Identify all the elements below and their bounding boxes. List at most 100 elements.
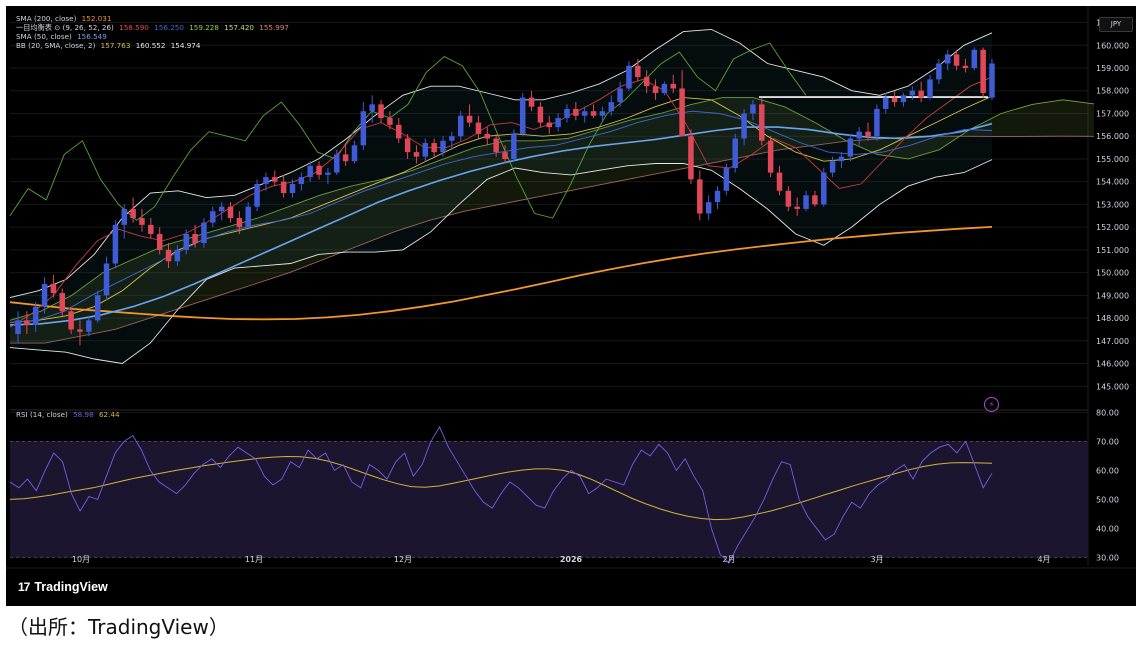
price-tick-label: 159.000 [1096,64,1129,73]
price-tick-label: 160.000 [1096,41,1129,50]
candle-body [573,108,579,116]
price-tick-label: 149.000 [1096,291,1129,300]
candle-body [785,190,792,207]
candle-body [422,143,429,157]
price-tick-label: 145.000 [1096,382,1129,391]
rsi-tick-label: 70.00 [1096,437,1119,446]
legend-rsi-value: 58.98 [73,410,94,419]
candle-body [484,133,491,139]
candle-body [723,168,730,191]
candle-body [714,190,721,203]
candle-body [86,320,92,332]
legend-bb[interactable]: BB (20, SMA, close, 2) 157.763 160.552 1… [16,41,203,50]
legend-ichimoku[interactable]: 一目均衡表 ⊙ (9, 26, 52, 26) 158.590 156.250 … [16,23,292,32]
x-tick-label: 2026 [560,555,583,564]
candle-body [599,111,606,116]
legend-bb-upper: 160.552 [135,41,166,50]
tradingview-logo[interactable]: 17 TradingView [18,580,108,594]
legend-bb-label: BB (20, SMA, close, 2) [16,41,96,50]
candle-body [121,208,127,225]
candle-body [891,97,898,103]
candle-body [555,118,561,128]
candle-body [909,90,916,96]
candle-body [865,131,871,137]
candle-body [183,233,189,250]
price-tick-label: 150.000 [1096,269,1129,278]
candle-body [15,320,21,334]
candle-body [210,211,216,223]
candle-body [847,138,854,157]
bb-basis-line [9,95,993,324]
candle-body [272,177,278,182]
candle-body [759,104,765,141]
source-caption: （出所：TradingView） [8,615,229,639]
legend-sma200[interactable]: SMA (200, close) 152.031 [16,14,114,23]
rsi-ma-line [9,455,993,521]
candle-body [688,136,694,180]
candle-body [440,140,446,153]
candle-body [466,115,473,123]
candle-body [103,263,110,296]
candle-body [829,161,836,173]
candle-body [77,329,83,332]
currency-badge[interactable]: JPY [1099,17,1133,32]
rsi-line [9,425,993,564]
ichimoku-span-a-line [9,97,1095,321]
candle-body [227,206,234,219]
candle-body [944,54,951,64]
candle-body [334,154,340,173]
x-tick-label: 4月 [1037,555,1050,564]
candle-body [537,106,544,123]
legend-bb-basis: 157.763 [100,41,131,50]
candle-body [980,49,986,94]
candle-body [635,65,641,78]
candle-body [697,179,703,214]
candle-body [511,133,517,159]
candle-body [41,283,48,307]
candle-body [767,140,774,173]
candle-body [590,111,597,116]
sma50-line [9,122,993,326]
candle-body [94,295,101,321]
candle-body [812,195,818,205]
chart-canvas[interactable]: 161.000160.000159.000158.000157.000156.0… [6,6,1136,606]
legend-rsi-label: RSI (14, close) [16,410,68,419]
candle-body [679,88,685,137]
candle-body [528,97,535,107]
legend-sma200-value: 152.031 [81,14,112,23]
candle-body [750,104,756,114]
candle-body [24,320,30,325]
candle-body [413,152,420,157]
candle-body [883,97,889,109]
candle-body [325,172,331,175]
candle-body [378,104,384,119]
candle-body [351,145,358,162]
candle-body [431,143,437,153]
candle-body [502,152,508,159]
legend-ichimoku-span-b: 155.997 [259,23,290,32]
candle-body [387,118,393,125]
legend-sma200-label: SMA (200, close) [16,14,77,23]
flash-icon[interactable]: ⚡ [984,397,999,412]
legend-ichimoku-chikou: 159.228 [189,23,219,32]
price-tick-label: 152.000 [1096,223,1129,232]
candle-body [821,172,827,205]
price-tick-label: 157.000 [1096,109,1129,118]
sma200-line [9,226,993,321]
candle-body [856,131,862,139]
candle-body [581,111,588,116]
legend-sma50[interactable]: SMA (50, close) 156.549 [16,32,110,41]
candle-body [254,183,260,207]
candle-body [156,233,163,250]
candle-body [50,283,57,294]
rsi-tick-label: 60.00 [1096,466,1119,475]
candle-body [192,233,198,244]
candle-body [803,195,809,209]
bb-fill [10,29,992,364]
tradingview-wordmark: TradingView [34,580,108,594]
candle-body [661,83,668,94]
candle-body [360,111,367,146]
legend-rsi[interactable]: RSI (14, close) 58.98 62.44 [16,410,123,419]
legend-sma50-label: SMA (50, close) [16,32,72,41]
chart-frame: 161.000160.000159.000158.000157.000156.0… [6,6,1136,606]
